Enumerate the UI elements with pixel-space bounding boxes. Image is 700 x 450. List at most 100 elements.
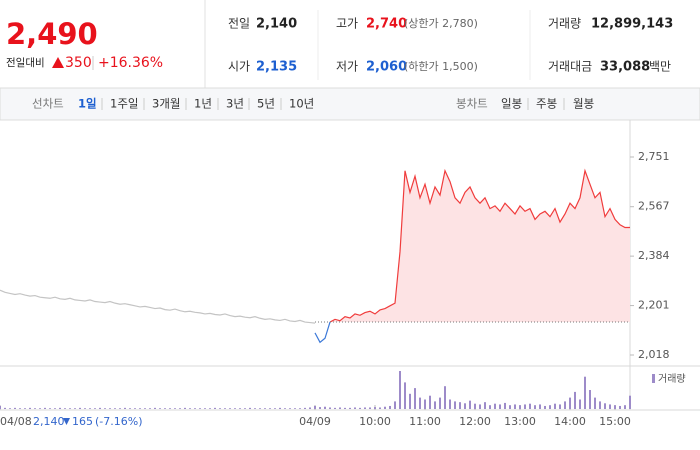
volume-bar	[29, 407, 31, 409]
tab[interactable]: 1년	[194, 97, 212, 111]
tab[interactable]: 1주일	[110, 97, 138, 111]
volume-bar	[384, 406, 386, 409]
volume-bar	[464, 403, 466, 409]
summary-value: 2,140	[256, 17, 297, 32]
volume-bar	[129, 408, 131, 409]
volume-bar	[524, 404, 526, 409]
volume-bar	[289, 408, 291, 409]
summary-note: (하한가 1,500)	[404, 59, 478, 73]
volume-bar	[549, 405, 551, 409]
volume-bar	[39, 408, 41, 409]
summary-value: 2,060	[366, 60, 407, 75]
volume-bar	[119, 408, 121, 409]
volume-bar	[274, 408, 276, 409]
prev-close: 2,140	[33, 415, 65, 428]
volume-bar	[604, 403, 606, 409]
volume-bar	[594, 397, 596, 409]
volume-bar	[299, 408, 301, 409]
volume-bar	[74, 408, 76, 409]
summary-value: 2,740	[366, 17, 407, 32]
volume-bar	[434, 401, 436, 409]
volume-bar	[454, 401, 456, 409]
volume-bar	[224, 408, 226, 409]
volume-bar	[619, 405, 621, 409]
tab-bar	[0, 87, 700, 121]
volume-bar	[494, 403, 496, 409]
volume-bar	[339, 407, 341, 409]
up-arrow	[52, 57, 64, 68]
summary-label: 시가	[228, 60, 250, 74]
volume-bar	[569, 397, 571, 409]
volume-bar	[344, 407, 346, 409]
volume-bar	[374, 407, 376, 409]
change-label: 전일대비	[6, 56, 45, 69]
x-tick-label: 04/09	[299, 415, 331, 428]
price-line	[329, 168, 630, 323]
prev-rate: (-7.16%)	[95, 415, 143, 428]
volume-legend: 거래량	[658, 373, 686, 385]
volume-bar	[124, 407, 126, 409]
volume-bar	[584, 376, 586, 409]
volume-bar	[94, 408, 96, 409]
volume-bar	[279, 407, 281, 409]
volume-bar	[269, 408, 271, 409]
volume-bar	[369, 407, 371, 409]
volume-bar	[0, 405, 1, 409]
volume-bar	[614, 405, 616, 409]
volume-bar	[64, 408, 66, 409]
volume-bar	[144, 408, 146, 409]
volume-bar	[259, 408, 261, 409]
volume-bar	[624, 405, 626, 409]
volume-bar	[139, 408, 141, 409]
summary-value: 12,899,143	[591, 17, 673, 32]
tab[interactable]: 3년	[226, 97, 244, 111]
volume-bar	[564, 401, 566, 409]
summary-label: 거래량	[548, 17, 581, 31]
volume-bar	[104, 408, 106, 409]
volume-bar	[319, 407, 321, 409]
tab[interactable]: 1일	[78, 97, 97, 111]
volume-bar	[424, 399, 426, 409]
volume-bar	[194, 408, 196, 409]
volume-bar	[534, 405, 536, 409]
volume-bar	[419, 397, 421, 409]
x-tick-label: 15:00	[599, 415, 631, 428]
volume-bar	[14, 407, 16, 409]
prev-change: 165	[72, 415, 93, 428]
volume-bar	[404, 382, 406, 409]
volume-bar	[574, 391, 576, 409]
volume-bar	[409, 393, 411, 409]
volume-bar	[24, 408, 26, 409]
volume-bar	[589, 390, 591, 409]
volume-bar	[599, 401, 601, 409]
volume-bar	[54, 408, 56, 409]
summary-value: 2,135	[256, 60, 297, 75]
tab[interactable]: 5년	[257, 97, 275, 111]
volume-bar	[199, 408, 201, 409]
volume-bar	[174, 408, 176, 409]
tab[interactable]: 일봉	[501, 97, 522, 111]
tab[interactable]: 주봉	[536, 97, 557, 111]
volume-bar	[219, 408, 221, 409]
volume-bar	[214, 407, 216, 409]
volume-bar	[159, 408, 161, 409]
volume-bar	[99, 407, 101, 409]
y-tick-label: 2,751	[638, 150, 670, 163]
volume-bar	[69, 408, 71, 409]
tab[interactable]: 월봉	[573, 97, 594, 111]
volume-bar	[169, 408, 171, 409]
volume-legend-swatch	[652, 374, 655, 383]
tab-group-label: 봉차트	[456, 97, 488, 111]
volume-bar	[4, 407, 6, 409]
x-tick-label: 13:00	[504, 415, 536, 428]
x-tick-label: 11:00	[409, 415, 441, 428]
volume-bar	[324, 406, 326, 409]
tab-separators	[101, 98, 565, 110]
volume-bar	[459, 402, 461, 409]
volume-bar	[444, 386, 446, 409]
tab-group-label: 선차트	[32, 97, 64, 111]
tab[interactable]: 3개월	[152, 97, 180, 111]
tab[interactable]: 10년	[289, 97, 314, 111]
volume-bar	[294, 408, 296, 409]
volume-bar	[309, 407, 311, 409]
